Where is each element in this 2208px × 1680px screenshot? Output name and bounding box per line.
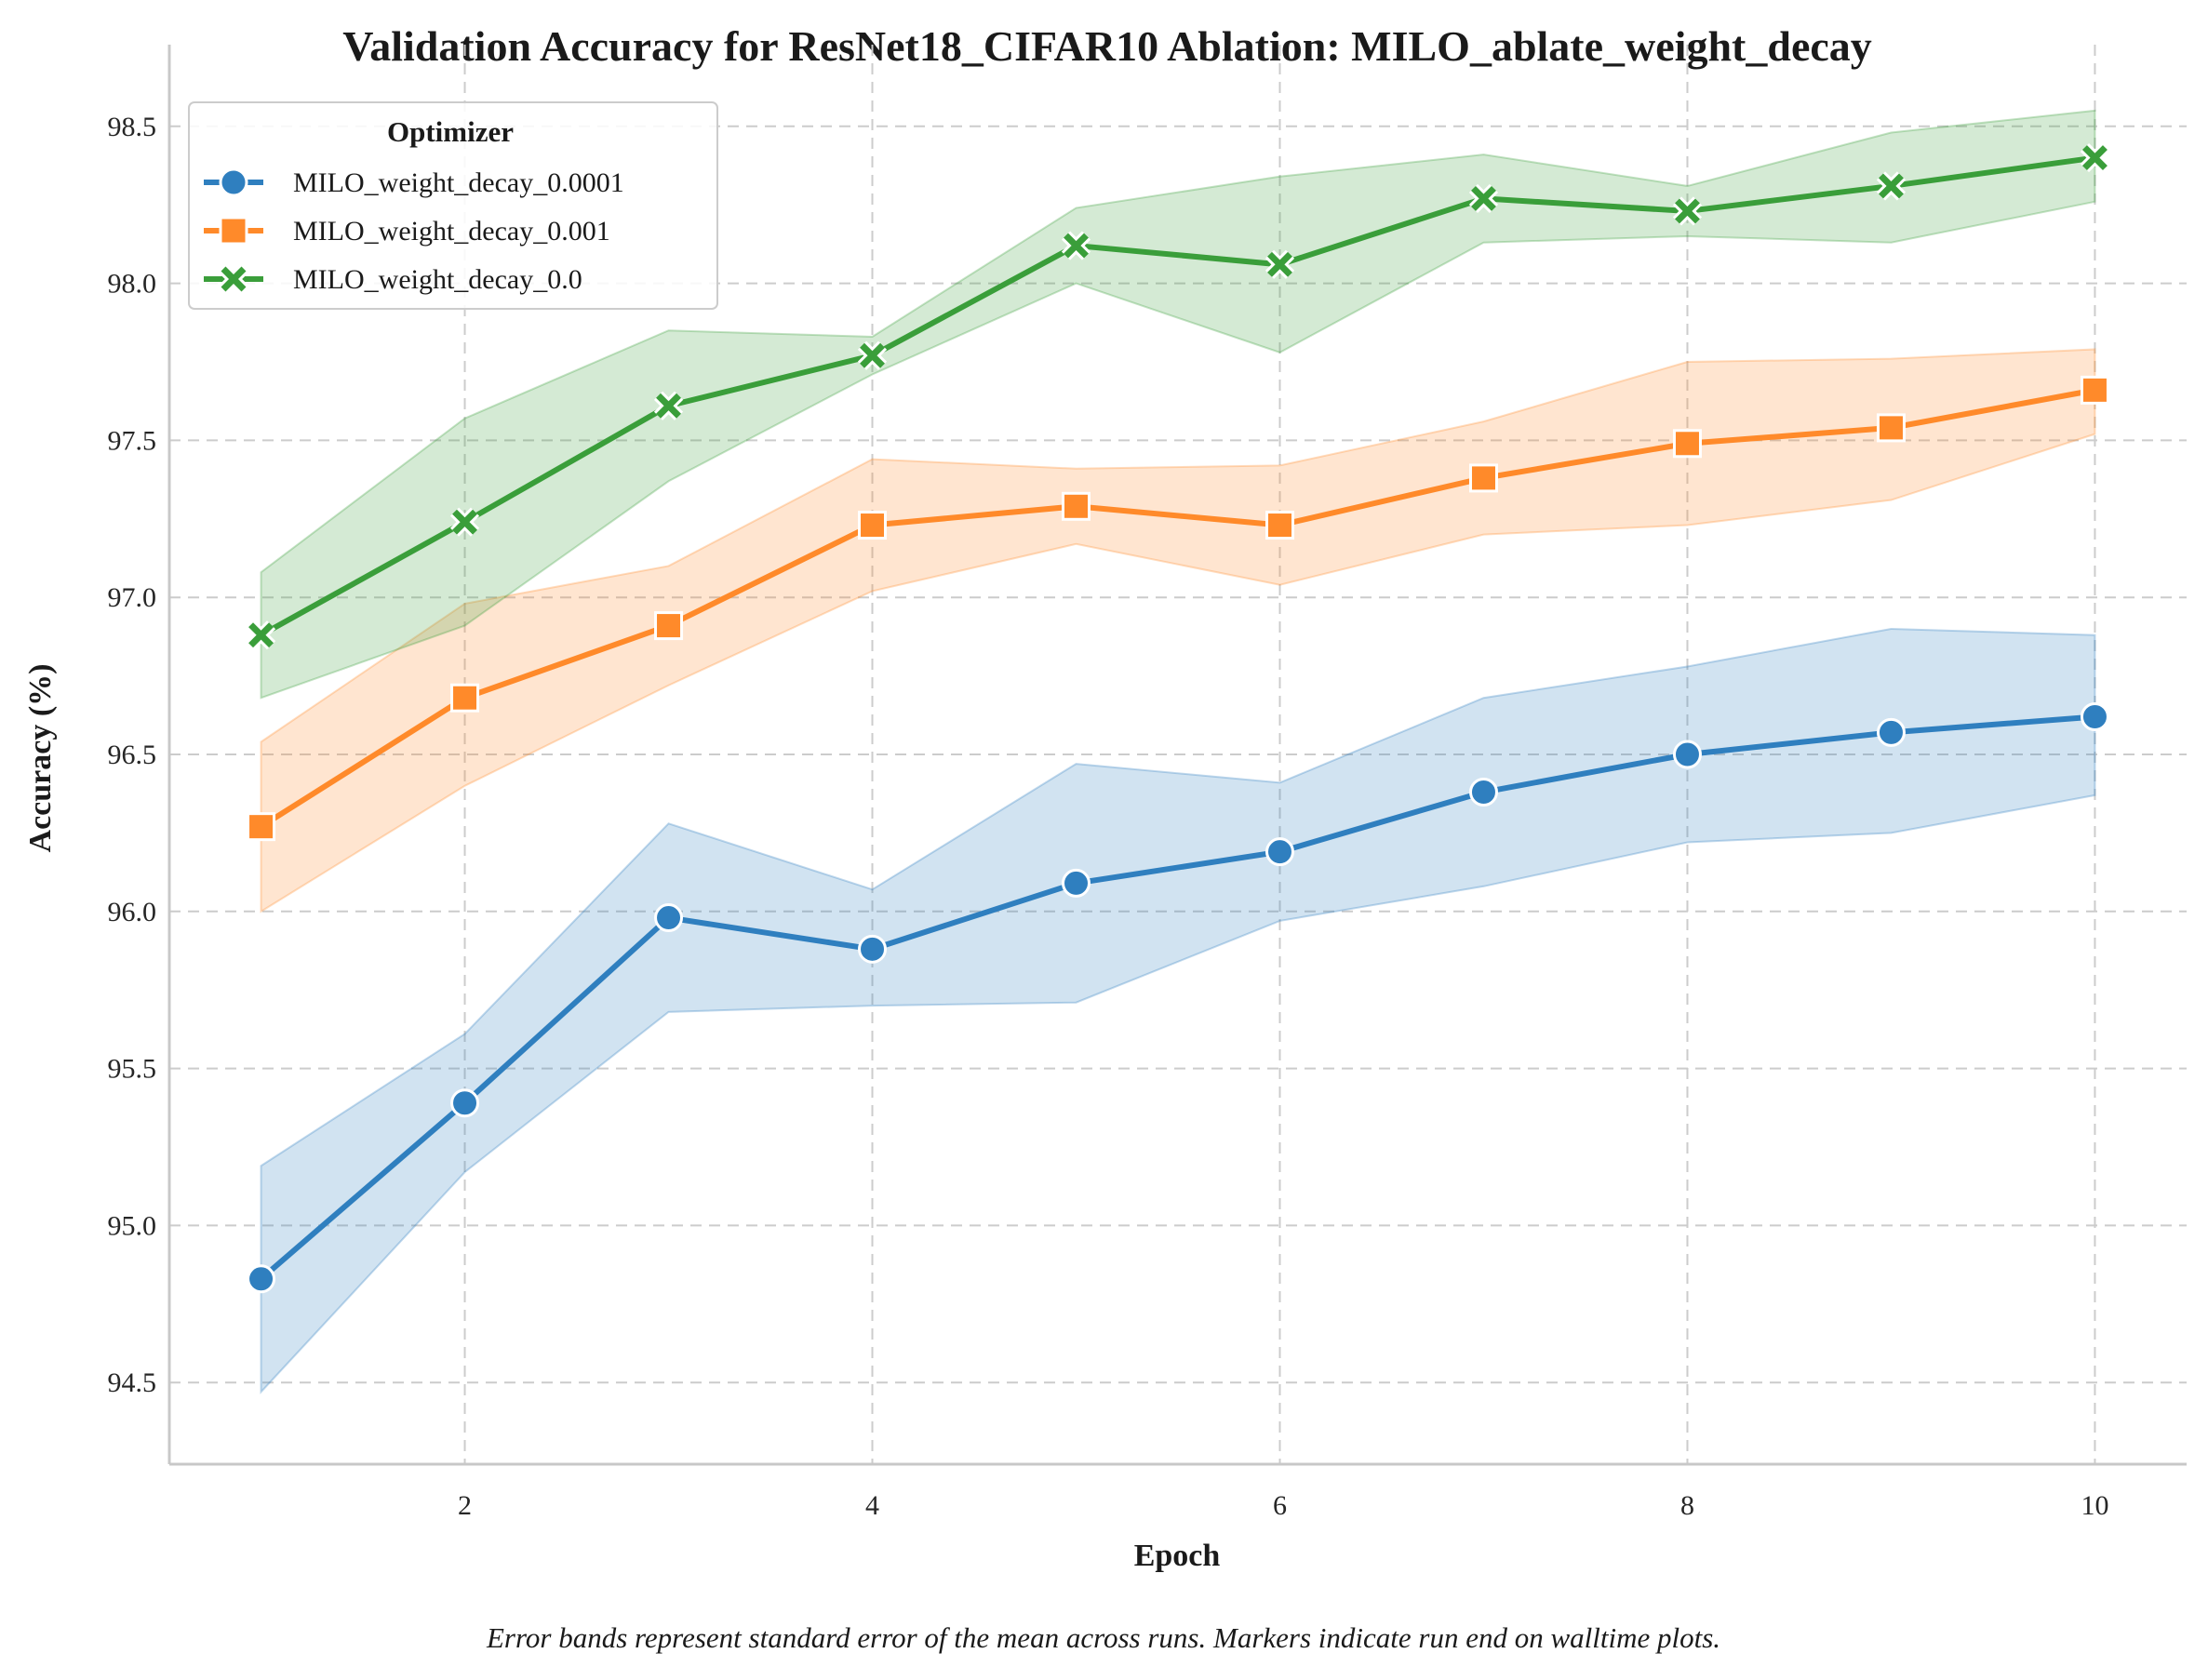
y-axis-label: Accuracy (%) (23, 664, 58, 853)
legend-swatch-marker (219, 264, 248, 294)
series-line-1 (259, 387, 2096, 830)
x-tick-label: 4 (865, 1490, 879, 1521)
data-point (1672, 429, 1702, 459)
x-tick-label: 2 (458, 1490, 472, 1521)
y-tick-label: 98.0 (108, 269, 157, 300)
data-point (1672, 196, 1703, 226)
data-point (858, 511, 888, 540)
legend-swatch-marker (219, 216, 248, 246)
legend-entry-label: MILO_weight_decay_0.0001 (293, 167, 624, 198)
legend: Optimizer MILO_weight_decay_0.0001 MILO_we… (188, 101, 718, 310)
x-tick-label: 10 (2081, 1490, 2108, 1521)
data-point (1265, 249, 1295, 279)
data-point (1876, 413, 1906, 443)
x-tick-label: 6 (1273, 1490, 1287, 1521)
data-markers (246, 142, 2110, 1294)
legend-title: Optimizer (387, 115, 514, 148)
data-point (2080, 375, 2109, 405)
data-point (450, 1088, 480, 1118)
y-tick-label: 96.0 (108, 897, 157, 927)
data-point (2080, 701, 2109, 731)
y-tick-label: 95.0 (108, 1210, 157, 1241)
error-band-2 (260, 109, 2096, 700)
data-point (1876, 717, 1906, 747)
data-point (2080, 142, 2110, 173)
axes: 2 4 6 8 10 94.5 95.0 95.5 96.0 96.5 97.0 97.5 98.0 98… (108, 45, 2187, 1521)
y-tick-label: 94.5 (108, 1367, 157, 1398)
data-point (1672, 740, 1702, 769)
data-point (858, 934, 888, 964)
legend-swatch-marker (219, 167, 248, 197)
y-tick-label: 95.5 (108, 1054, 157, 1085)
data-point (654, 903, 684, 933)
data-point (1876, 171, 1907, 201)
error-bands (260, 109, 2096, 1394)
data-point (1468, 778, 1498, 807)
series-line-0 (259, 713, 2095, 1282)
data-point (654, 611, 684, 641)
data-point (1468, 463, 1498, 493)
data-point (1265, 837, 1294, 867)
data-point (247, 1264, 276, 1294)
data-point (1265, 511, 1294, 540)
data-point (246, 620, 276, 650)
series-line-2 (260, 154, 2095, 638)
legend-box (188, 101, 718, 310)
y-tick-label: 96.5 (108, 740, 157, 770)
chart-title: Validation Accuracy for ResNet18_CIFAR10… (342, 22, 1872, 70)
y-tick-label: 97.5 (108, 425, 157, 456)
legend-entry-label: MILO_weight_decay_0.001 (293, 216, 610, 247)
x-tick-label: 8 (1680, 1490, 1694, 1521)
y-tick-label: 97.0 (108, 582, 157, 613)
x-axis-label: Epoch (1134, 1539, 1221, 1573)
legend-entry-label: MILO_weight_decay_0.0 (293, 264, 582, 295)
error-band-0 (260, 627, 2096, 1394)
data-point (449, 507, 480, 537)
y-tick-label: 98.5 (108, 112, 157, 142)
chart-caption: Error bands represent standard error of … (486, 1621, 1720, 1654)
data-point (450, 683, 480, 713)
data-point (1062, 491, 1091, 521)
data-point (1062, 868, 1091, 898)
data-point (1468, 183, 1499, 214)
series-lines (259, 154, 2096, 1282)
data-point (653, 391, 684, 420)
data-point (857, 340, 888, 370)
error-band-1 (260, 348, 2096, 913)
data-point (247, 812, 276, 842)
data-point (1061, 231, 1091, 260)
